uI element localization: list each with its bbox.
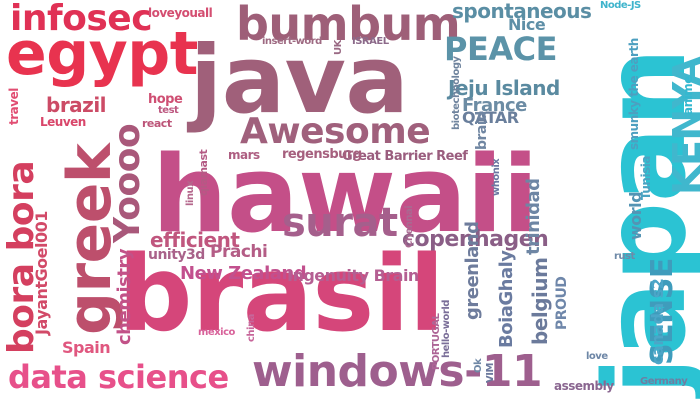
word-greenland: greenland xyxy=(462,221,483,320)
word-loveyouall: loveyouall xyxy=(148,6,213,20)
word-leuven: Leuven xyxy=(40,115,86,129)
word-ok: Ok xyxy=(473,358,484,373)
word-spontaneous: spontaneous xyxy=(452,0,592,23)
word-biotechnology: biotechnology xyxy=(451,56,462,130)
word-braid: braid xyxy=(474,111,490,150)
word-regensburg: regensburg xyxy=(282,147,362,162)
word-nice: Nice xyxy=(508,15,546,34)
word-bumbum: bumbum xyxy=(236,0,461,51)
word-node-js: Node-JS xyxy=(600,0,641,11)
word-rust: rust xyxy=(614,251,635,262)
word-efficient: efficient xyxy=(150,228,240,252)
word-great-barrier-reef: Great Barrier Reef xyxy=(342,149,468,164)
word-windows-11: windows-11 xyxy=(252,346,543,397)
word-new-zealand: New Zealand xyxy=(180,263,307,284)
word-portugal: PORTUGAL xyxy=(431,313,442,370)
word-test: test xyxy=(158,105,179,116)
word-proud: PROUD xyxy=(554,276,570,330)
word-travel: travel xyxy=(7,88,21,125)
word-canada-s2: canada s2 xyxy=(648,278,667,365)
word-hawaii: hawaii xyxy=(152,133,539,256)
word-copenhagen: copenhagen xyxy=(402,227,549,252)
word-qiamast: qiamast xyxy=(197,149,210,196)
word-chemistry: chemistry xyxy=(114,248,135,345)
word-java: java xyxy=(190,26,409,135)
word-mars: mars xyxy=(228,148,260,162)
word-hope: hope xyxy=(148,92,183,107)
word-brazil: brazil xyxy=(46,93,107,117)
word-unity3d: unity3d xyxy=(148,247,205,263)
word-assembly: assembly xyxy=(554,379,614,393)
word-linux: linux xyxy=(185,180,196,206)
word-uk: UK xyxy=(333,40,344,55)
word-belgium: belgium xyxy=(528,257,552,346)
word-surat: surat xyxy=(282,200,398,246)
word-trinidad: trinidad xyxy=(523,178,544,255)
word-boiaghaly: BoiaGhaly xyxy=(496,250,517,348)
word-qatar: QATAR xyxy=(462,108,519,127)
word-react: react xyxy=(142,117,172,130)
word-france: France xyxy=(462,95,527,116)
word-hello-world: hello-world xyxy=(441,300,452,358)
word-brasil: brasil xyxy=(118,233,445,355)
word-smunky-the-earth: smunky the earth xyxy=(627,38,641,150)
word-egypt: egypt xyxy=(6,19,198,89)
word-spain: Spain xyxy=(62,338,111,357)
word-infosec: infosec xyxy=(10,0,153,39)
word-israel: ISRAEL xyxy=(352,36,389,47)
word-mexico: mexico xyxy=(198,327,235,338)
word-tunisia: Tunisia xyxy=(639,156,653,200)
word-insert-word: insert-word xyxy=(262,36,322,47)
word-love: love xyxy=(586,351,608,362)
word-china: china xyxy=(246,314,257,342)
word-germany: Germany xyxy=(640,376,688,387)
word-jayantgoel001: JayantGoel001 xyxy=(32,211,51,335)
word-whonix: whonix xyxy=(491,158,502,196)
word-vim: VIM xyxy=(485,363,496,383)
word-yoooo: Yoooo xyxy=(107,123,148,243)
word-anime: anime xyxy=(681,76,695,115)
word-ingenuity-brain: Ingenuity Brain xyxy=(287,266,419,285)
word-jeju-island: Jeju Island xyxy=(448,76,560,100)
word-peace: PEACE xyxy=(444,30,557,68)
word-chennai: Chennai xyxy=(404,205,415,248)
word-awesome: Awesome xyxy=(240,111,431,152)
word-data-science: data science xyxy=(8,358,229,396)
word-prachi: Prachi xyxy=(210,242,268,262)
